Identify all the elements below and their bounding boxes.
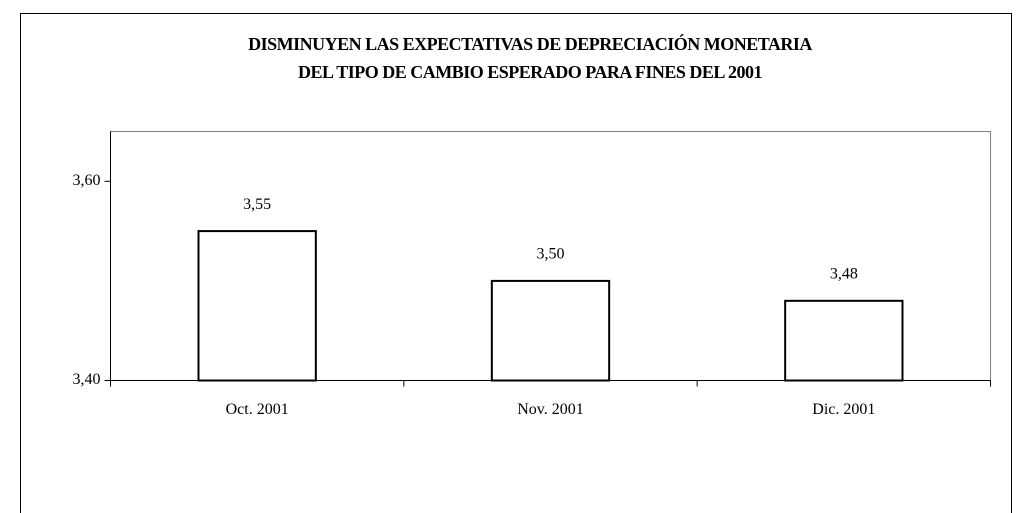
data-label: 3,50 bbox=[537, 246, 565, 263]
data-label: 3,48 bbox=[830, 265, 858, 282]
y-tick-label: 3,40 bbox=[73, 371, 101, 388]
bar bbox=[490, 279, 611, 382]
data-label: 3,55 bbox=[243, 196, 271, 213]
x-tick-label: Oct. 2001 bbox=[226, 401, 289, 418]
chart-title: DISMINUYEN LAS EXPECTATIVAS DE DEPRECIAC… bbox=[248, 33, 812, 54]
chart-title: DEL TIPO DE CAMBIO ESPERADO PARA FINES D… bbox=[298, 62, 762, 82]
bar bbox=[197, 230, 317, 382]
chart-frame bbox=[20, 13, 1012, 513]
x-tick-label: Nov. 2001 bbox=[517, 401, 584, 418]
x-tick-label: Dic. 2001 bbox=[812, 401, 875, 418]
bar bbox=[784, 299, 904, 382]
y-tick-label: 3,60 bbox=[73, 172, 101, 189]
